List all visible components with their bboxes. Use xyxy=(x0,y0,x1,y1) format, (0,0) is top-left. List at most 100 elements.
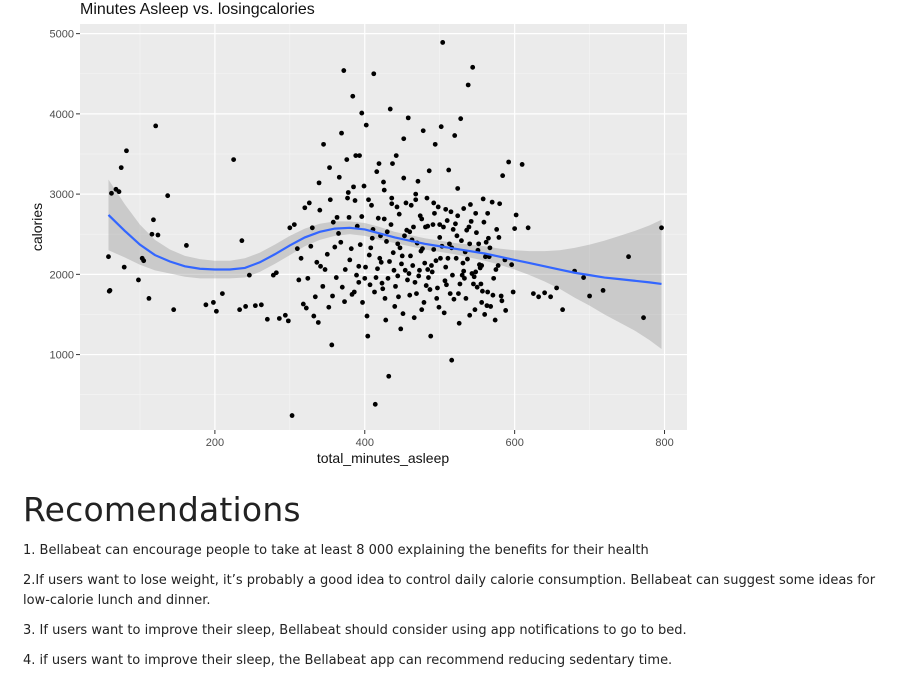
scatter-point xyxy=(330,219,336,225)
scatter-point xyxy=(303,305,309,311)
scatter-point xyxy=(498,293,504,299)
scatter-point xyxy=(356,263,362,269)
scatter-point xyxy=(426,168,432,174)
scatter-point xyxy=(342,267,348,272)
scatter-point xyxy=(395,241,401,247)
scatter-point xyxy=(396,211,402,217)
scatter-point xyxy=(378,259,384,265)
x-tick-label: 800 xyxy=(655,437,673,449)
scatter-point xyxy=(237,307,243,313)
scatter-point xyxy=(321,141,326,147)
scatter-point xyxy=(431,200,437,206)
scatter-point xyxy=(457,281,463,287)
scatter-point xyxy=(506,159,512,165)
scatter-point xyxy=(345,195,350,201)
scatter-point xyxy=(465,82,471,88)
scatter-point xyxy=(423,224,428,230)
scatter-point xyxy=(420,128,426,134)
scatter-point xyxy=(306,200,312,206)
scatter-point xyxy=(210,300,216,305)
scatter-point xyxy=(153,123,159,129)
scatter-point xyxy=(420,246,425,252)
scatter-point xyxy=(322,267,328,272)
scatter-point xyxy=(106,254,111,260)
scatter-point xyxy=(338,239,344,245)
scatter-point xyxy=(458,116,464,122)
scatter-point xyxy=(246,272,252,278)
scatter-point xyxy=(390,161,395,167)
scatter-point xyxy=(381,187,387,193)
scatter-point xyxy=(300,301,306,307)
scatter-point xyxy=(414,291,419,296)
scatter-point xyxy=(641,315,646,321)
scatter-point xyxy=(116,189,122,195)
scatter-point xyxy=(401,175,407,181)
scatter-point xyxy=(371,71,377,77)
scatter-point xyxy=(276,316,282,321)
scatter-point xyxy=(344,157,350,163)
scatter-point xyxy=(350,93,356,99)
scatter-point xyxy=(356,279,362,285)
scatter-point xyxy=(375,215,381,221)
scatter-point xyxy=(489,199,495,205)
scatter-point xyxy=(346,214,352,220)
scatter-point xyxy=(390,250,396,256)
scatter-point xyxy=(380,286,386,292)
scatter-point xyxy=(395,273,401,279)
y-tick-label: 3000 xyxy=(50,189,74,201)
scatter-point xyxy=(405,277,410,283)
scatter-point xyxy=(451,296,457,302)
scatter-point xyxy=(432,141,438,147)
scatter-point xyxy=(493,267,499,272)
scatter-point xyxy=(536,294,542,300)
grid-lines xyxy=(80,24,687,430)
scatter-point xyxy=(411,224,416,230)
scatter-point xyxy=(360,300,365,305)
scatter-point xyxy=(548,294,554,300)
scatter-point xyxy=(452,133,458,138)
scatter-point xyxy=(480,196,486,202)
scatter-point xyxy=(298,255,304,261)
scatter-point xyxy=(495,263,501,268)
scatter-point xyxy=(443,264,449,270)
scatter-point xyxy=(347,257,353,263)
scatter-point xyxy=(441,310,447,316)
scatter-point xyxy=(488,304,494,309)
scatter-point xyxy=(334,214,340,220)
scatter-point xyxy=(410,263,416,268)
scatter-point xyxy=(554,285,560,291)
scatter-point xyxy=(437,222,443,227)
scatter-point xyxy=(542,290,548,296)
scatter-point xyxy=(339,284,345,290)
scatter-point xyxy=(474,230,479,236)
scatter-point xyxy=(384,239,389,244)
scatter-point xyxy=(450,227,456,232)
scatter-point xyxy=(402,267,408,273)
scatter-point xyxy=(425,267,431,272)
scatter-point xyxy=(479,263,485,268)
scatter-point xyxy=(324,251,330,257)
scatter-point xyxy=(512,226,518,232)
scatter-point xyxy=(385,275,391,281)
scatter-point xyxy=(287,225,293,231)
scatter-point xyxy=(296,277,302,283)
scatter-point xyxy=(460,260,466,266)
scatter-point xyxy=(442,278,448,284)
scatter-point xyxy=(427,287,433,292)
scatter-point xyxy=(389,201,395,207)
scatter-point xyxy=(373,275,379,280)
scatter-point xyxy=(468,218,474,224)
scatter-point xyxy=(503,308,509,313)
scatter-point xyxy=(419,307,425,313)
scatter-point xyxy=(468,202,473,207)
scatter-point xyxy=(399,253,405,259)
scatter-point xyxy=(397,245,403,251)
scatter-point xyxy=(264,316,270,322)
scatter-point xyxy=(481,219,487,225)
scatter-point xyxy=(402,233,407,239)
scatter-point xyxy=(317,207,323,213)
scatter-point xyxy=(530,291,536,296)
scatter-point xyxy=(165,193,171,199)
scatter-point xyxy=(357,242,363,248)
scatter-point xyxy=(291,222,297,227)
